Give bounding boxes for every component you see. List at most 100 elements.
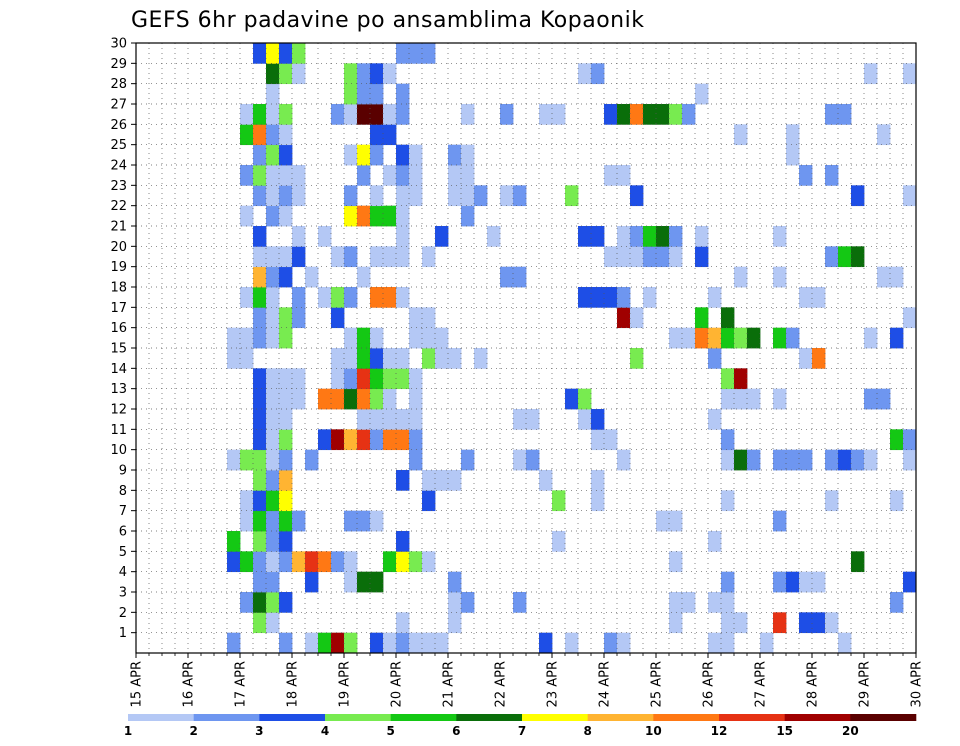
heatmap-cell	[409, 165, 423, 186]
heatmap-cell	[396, 551, 410, 573]
heatmap-cell	[721, 327, 735, 349]
heatmap-cell	[786, 449, 800, 471]
heatmap-cell	[292, 185, 306, 207]
heatmap-cell	[461, 165, 475, 186]
heatmap-cell	[383, 388, 397, 410]
heatmap-cell	[461, 592, 475, 613]
heatmap-cell	[422, 327, 436, 349]
heatmap-cell	[279, 409, 293, 430]
heatmap-cell	[773, 388, 787, 410]
heatmap-cell	[435, 632, 449, 654]
y-tick-label: 1	[119, 626, 127, 641]
heatmap-cell	[357, 144, 371, 166]
heatmap-cell	[227, 449, 241, 471]
y-tick-label: 11	[110, 423, 127, 438]
heatmap-cell	[331, 551, 345, 573]
heatmap-cell	[383, 409, 397, 430]
heatmap-cell	[357, 429, 371, 451]
heatmap-cell	[370, 104, 384, 125]
heatmap-cell	[370, 205, 384, 227]
heatmap-cell	[305, 632, 319, 654]
heatmap-cell	[734, 266, 748, 288]
heatmap-cell	[786, 144, 800, 166]
heatmap-cell	[578, 63, 592, 85]
heatmap-cell	[695, 83, 709, 105]
heatmap-cell	[461, 104, 475, 125]
heatmap-cell	[721, 429, 735, 451]
heatmap-cell	[734, 449, 748, 471]
heatmap-cell	[565, 388, 579, 410]
heatmap-cell	[253, 185, 267, 207]
heatmap-cell	[812, 612, 826, 634]
heatmap-cell	[630, 185, 644, 207]
heatmap-cell	[266, 531, 280, 552]
heatmap-cell	[617, 165, 631, 186]
y-tick-label: 2	[119, 606, 127, 621]
heatmap-cell	[669, 226, 683, 247]
heatmap-cell	[825, 449, 839, 471]
heatmap-cell	[708, 327, 722, 349]
heatmap-cell	[513, 449, 527, 471]
heatmap-cell	[279, 124, 293, 146]
heatmap-cell	[877, 388, 891, 410]
heatmap-cell	[331, 388, 345, 410]
heatmap-cell	[344, 144, 358, 166]
heatmap-cell	[669, 612, 683, 634]
heatmap-cell	[708, 592, 722, 613]
heatmap-cell	[591, 470, 605, 491]
heatmap-cell	[448, 348, 462, 369]
colorbar-segment	[128, 714, 194, 721]
heatmap-cell	[318, 287, 332, 308]
colorbar-label: 15	[776, 724, 793, 738]
heatmap-cell	[513, 185, 527, 207]
heatmap-cell	[773, 449, 787, 471]
heatmap-cell	[825, 246, 839, 268]
heatmap-cell	[578, 226, 592, 247]
heatmap-cell	[240, 348, 254, 369]
x-tick-label: 20 APR	[390, 661, 405, 707]
heatmap-cell	[604, 165, 618, 186]
heatmap-cell	[292, 43, 306, 64]
heatmap-cell	[266, 409, 280, 430]
heatmap-cell	[799, 571, 813, 593]
heatmap-cell	[370, 429, 384, 451]
colorbar-label: 4	[321, 724, 329, 738]
heatmap-cell	[864, 388, 878, 410]
x-tick-label: 27 APR	[754, 661, 769, 707]
heatmap-cell	[253, 388, 267, 410]
heatmap-cell	[383, 205, 397, 227]
heatmap-cell	[253, 510, 267, 532]
heatmap-cell	[383, 287, 397, 308]
heatmap-cell	[435, 348, 449, 369]
heatmap-cell	[721, 612, 735, 634]
x-tick-label: 29 APR	[858, 661, 873, 707]
heatmap-cell	[396, 226, 410, 247]
heatmap-cell	[396, 144, 410, 166]
heatmap-cell	[448, 144, 462, 166]
heatmap-cell	[864, 449, 878, 471]
y-tick-label: 7	[119, 504, 127, 519]
heatmap-cell	[357, 348, 371, 369]
heatmap-cell	[539, 104, 553, 125]
heatmap-cell	[318, 632, 332, 654]
colorbar-label: 12	[711, 724, 728, 738]
x-tick-label: 15 APR	[130, 661, 145, 707]
heatmap-cell	[344, 388, 358, 410]
heatmap-cell	[344, 368, 358, 390]
heatmap-cell	[396, 104, 410, 125]
y-tick-label: 26	[110, 118, 127, 133]
y-tick-label: 19	[110, 260, 127, 275]
colorbar-label: 20	[842, 724, 859, 738]
heatmap-cell	[240, 327, 254, 349]
heatmap-cell	[539, 470, 553, 491]
y-tick-label: 10	[110, 443, 127, 458]
heatmap-cell	[279, 510, 293, 532]
heatmap-cell	[266, 43, 280, 64]
axes: 1234567891011121314151617181920212223242…	[110, 37, 924, 708]
heatmap-cell	[591, 429, 605, 451]
heatmap-cell	[643, 104, 657, 125]
x-tick-label: 22 APR	[494, 661, 509, 707]
heatmap-cell	[279, 307, 293, 329]
heatmap-cell	[279, 205, 293, 227]
heatmap-cell	[851, 449, 865, 471]
